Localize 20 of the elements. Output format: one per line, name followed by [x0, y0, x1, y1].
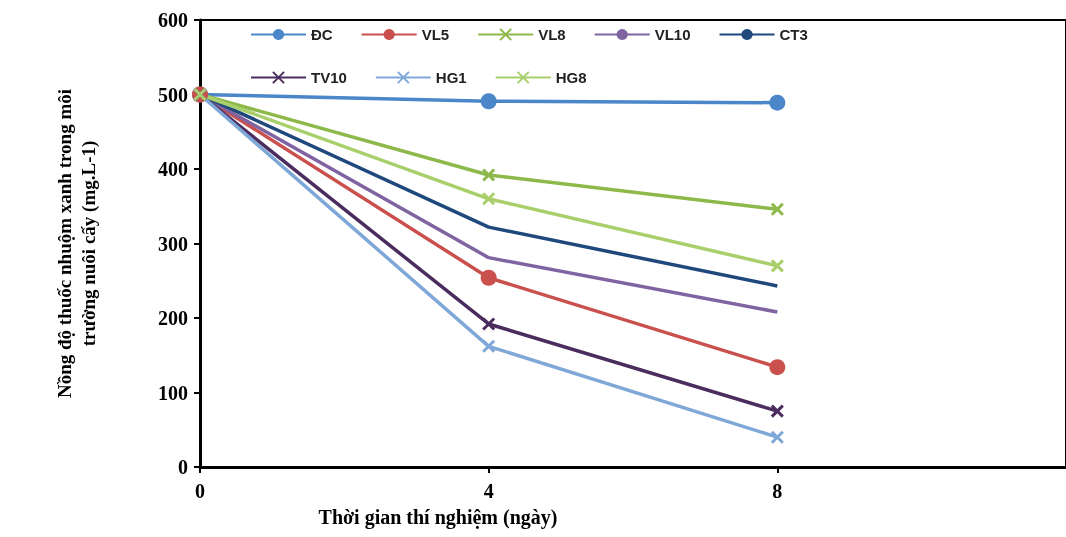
y-tick-label: 200: [158, 307, 188, 329]
x-tick-label: 8: [772, 480, 783, 502]
legend-label: HG1: [435, 69, 467, 86]
y-tick-label: 300: [158, 232, 188, 255]
y-tick-label: 600: [158, 9, 188, 31]
legend-label: VL8: [538, 26, 566, 43]
legend-label: CT3: [779, 26, 808, 43]
y-tick-label: 0: [178, 456, 188, 478]
y-tick-label: 100: [158, 381, 188, 404]
legend-label: TV10: [311, 69, 347, 86]
x-axis-title: Thời gian thí nghiệm (ngày): [318, 506, 558, 529]
y-tick-label: 400: [158, 158, 188, 180]
y-tick-label: 500: [158, 83, 188, 106]
legend-label: VL10: [654, 26, 691, 43]
legend-label: ĐC: [311, 26, 333, 43]
legend-label: HG8: [555, 69, 587, 86]
y-axis-title: Nồng độ thuốc nhuộm xanh trong môi trường nuôi cấy (mg.L-1): [53, 88, 100, 399]
x-tick-label: 0: [195, 480, 205, 502]
x-tick-label: 4: [483, 480, 494, 502]
legend-label: VL5: [421, 26, 450, 43]
